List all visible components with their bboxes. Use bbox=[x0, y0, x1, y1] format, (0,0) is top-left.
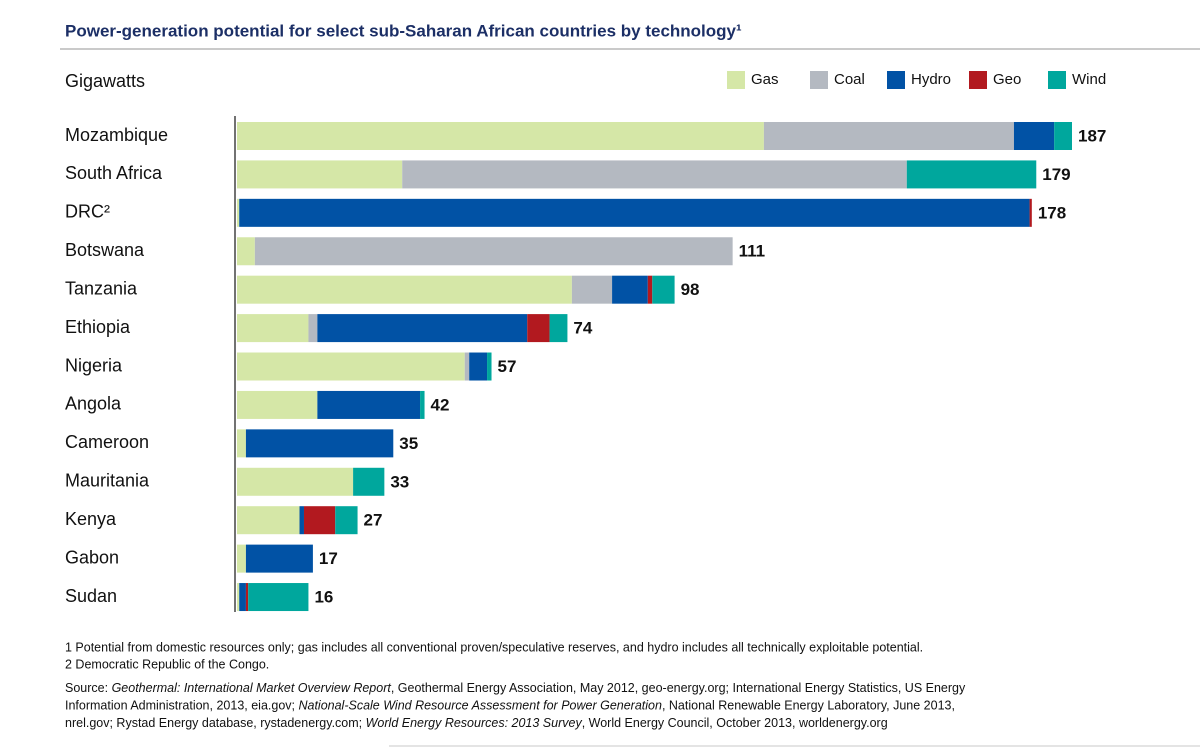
bar-segment bbox=[335, 506, 358, 535]
bar-segment bbox=[299, 506, 304, 535]
bar-segment bbox=[254, 237, 733, 266]
category-label: Angola bbox=[65, 394, 122, 414]
total-label: 179 bbox=[1042, 165, 1070, 184]
bar-segment bbox=[237, 583, 240, 612]
source-line: Source: Geothermal: International Market… bbox=[65, 681, 966, 695]
total-label: 178 bbox=[1038, 203, 1066, 222]
category-label: Gabon bbox=[65, 547, 119, 567]
legend-label: Coal bbox=[834, 71, 865, 88]
bar-segment bbox=[1013, 122, 1055, 150]
bar-segment bbox=[237, 352, 465, 381]
bar-segment bbox=[612, 275, 648, 304]
source-part: Information Administration, 2013, eia.go… bbox=[65, 699, 298, 713]
bar-segment bbox=[647, 275, 653, 304]
total-label: 74 bbox=[573, 319, 592, 338]
bar-segment bbox=[248, 583, 309, 612]
bar-segment bbox=[906, 160, 1037, 189]
source-part: World Energy Resources: 2013 Survey bbox=[366, 716, 583, 730]
total-label: 33 bbox=[390, 472, 409, 491]
bar-segment bbox=[237, 122, 764, 150]
legend-swatch bbox=[1048, 71, 1066, 89]
total-label: 35 bbox=[399, 434, 418, 453]
category-label: DRC² bbox=[65, 202, 110, 222]
bar-segment bbox=[237, 390, 318, 419]
bar-segment bbox=[527, 314, 550, 343]
source-part: Geothermal: International Market Overvie… bbox=[112, 681, 392, 695]
bar-segment bbox=[549, 314, 568, 343]
total-label: 16 bbox=[314, 588, 333, 607]
chart-title: Power-generation potential for select su… bbox=[65, 21, 742, 40]
source-part: , National Renewable Energy Laboratory, … bbox=[662, 699, 955, 713]
bar-segment bbox=[237, 198, 240, 227]
total-label: 111 bbox=[739, 242, 766, 261]
category-label: Mozambique bbox=[65, 125, 168, 145]
category-label: Botswana bbox=[65, 240, 145, 260]
bar-segment bbox=[245, 583, 249, 612]
source-line: Information Administration, 2013, eia.go… bbox=[65, 699, 955, 713]
legend-label: Geo bbox=[993, 71, 1021, 88]
footnote: 1 Potential from domestic resources only… bbox=[65, 640, 923, 654]
bar-segment bbox=[1054, 122, 1072, 150]
legend-swatch bbox=[810, 71, 828, 89]
bar-segment bbox=[239, 198, 1030, 227]
source-part: Source: bbox=[65, 681, 112, 695]
bar-segment bbox=[469, 352, 488, 381]
bar-segment bbox=[237, 506, 300, 535]
category-label: Nigeria bbox=[65, 355, 123, 375]
category-label: Sudan bbox=[65, 586, 117, 606]
bar-segment bbox=[317, 314, 528, 343]
bar-segment bbox=[652, 275, 675, 304]
bar-segment bbox=[237, 237, 255, 266]
total-label: 17 bbox=[319, 549, 338, 568]
source-part: National-Scale Wind Resource Assessment … bbox=[298, 699, 662, 713]
bar-segment bbox=[237, 275, 572, 304]
bar-segment bbox=[237, 467, 354, 496]
total-label: 27 bbox=[364, 511, 383, 530]
bar-segment bbox=[245, 544, 313, 573]
category-label: South Africa bbox=[65, 163, 163, 183]
legend-swatch bbox=[887, 71, 905, 89]
legend-swatch bbox=[969, 71, 987, 89]
source-part: , World Energy Council, October 2013, wo… bbox=[582, 716, 888, 730]
total-label: 57 bbox=[498, 357, 517, 376]
bar-segment bbox=[308, 314, 318, 343]
footnote: 2 Democratic Republic of the Congo. bbox=[65, 657, 269, 671]
legend-swatch bbox=[727, 71, 745, 89]
category-label: Cameroon bbox=[65, 432, 149, 452]
bar-segment bbox=[237, 160, 403, 189]
bar-segment bbox=[1029, 198, 1032, 227]
unit-label: Gigawatts bbox=[65, 71, 145, 91]
bar-segment bbox=[237, 429, 246, 458]
bar-segment bbox=[487, 352, 492, 381]
category-label: Tanzania bbox=[65, 278, 138, 298]
category-label: Ethiopia bbox=[65, 317, 131, 337]
bar-segment bbox=[317, 390, 421, 419]
bar-segment bbox=[464, 352, 470, 381]
bar-segment bbox=[237, 314, 309, 343]
bar-segment bbox=[245, 429, 394, 458]
source-part: , Geothermal Energy Association, May 201… bbox=[391, 681, 966, 695]
bar-segment bbox=[303, 506, 336, 535]
bar-segment bbox=[763, 122, 1014, 150]
total-label: 98 bbox=[681, 280, 700, 299]
bar-segment bbox=[353, 467, 385, 496]
bar-segment bbox=[571, 275, 613, 304]
source-line: nrel.gov; Rystad Energy database, rystad… bbox=[65, 716, 888, 730]
legend-label: Gas bbox=[751, 71, 779, 88]
total-label: 187 bbox=[1078, 126, 1106, 145]
category-label: Kenya bbox=[65, 509, 117, 529]
legend-label: Hydro bbox=[911, 71, 951, 88]
source-part: nrel.gov; Rystad Energy database, rystad… bbox=[65, 716, 366, 730]
category-label: Mauritania bbox=[65, 471, 150, 491]
bar-segment bbox=[420, 390, 425, 419]
legend-label: Wind bbox=[1072, 71, 1106, 88]
bar-segment bbox=[402, 160, 907, 189]
bar-segment bbox=[239, 583, 246, 612]
total-label: 42 bbox=[431, 395, 450, 414]
bar-segment bbox=[237, 544, 246, 573]
